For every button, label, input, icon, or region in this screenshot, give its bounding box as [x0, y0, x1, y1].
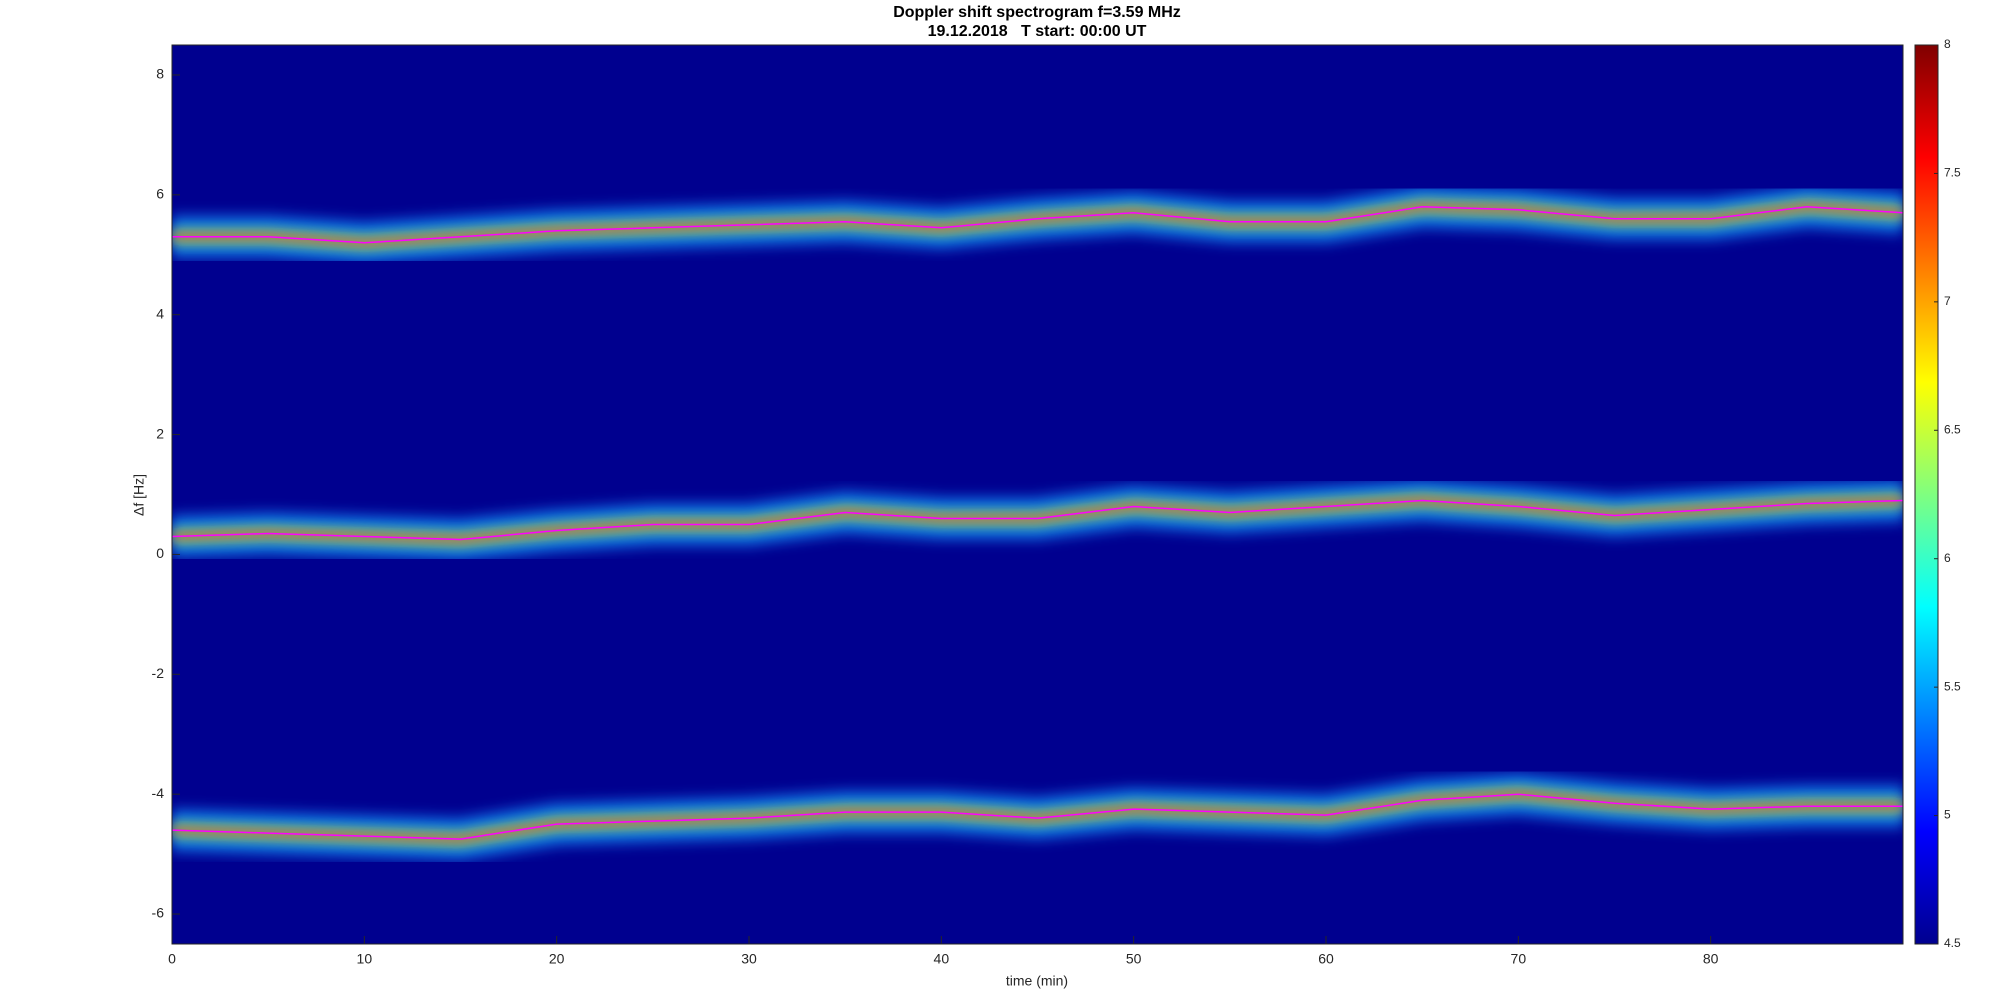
trace-line	[172, 499, 1903, 541]
x-axis-label: time (min)	[1006, 973, 1068, 989]
colorbar-tick-label: 7	[1944, 294, 1951, 308]
y-tick-label: 2	[156, 425, 164, 441]
colorbar	[1914, 44, 1939, 945]
plot-frame	[171, 44, 1904, 945]
y-tick-label: -6	[152, 905, 165, 921]
chart-title: Doppler shift spectrogram f=3.59 MHz	[893, 4, 1181, 21]
x-tick-label: 0	[168, 951, 176, 967]
y-tick-label: -4	[152, 785, 165, 801]
colorbar-tick-label: 7.5	[1944, 166, 1961, 180]
x-tick-label: 40	[934, 951, 950, 967]
y-axis-label: Δf [Hz]	[131, 474, 147, 516]
chart-subtitle: 19.12.2018 T start: 00:00 UT	[928, 23, 1147, 40]
colorbar-tick-label: 6.5	[1944, 422, 1961, 436]
colorbar-tick-label: 5	[1944, 808, 1951, 822]
colorbar-tick-label: 6	[1944, 551, 1951, 565]
colorbar-tick-label: 8	[1944, 37, 1951, 51]
colorbar-tick-label: 5.5	[1944, 679, 1961, 693]
colorbar-tick-label: 4.5	[1944, 936, 1961, 950]
x-tick-label: 70	[1511, 951, 1527, 967]
y-tick-label: 8	[156, 66, 164, 82]
trace-line	[172, 793, 1903, 840]
x-tick-label: 50	[1126, 951, 1142, 967]
y-tick-label: 6	[156, 186, 164, 202]
x-tick-label: 80	[1703, 951, 1719, 967]
y-tick-label: 4	[156, 305, 164, 321]
trace-line	[172, 206, 1903, 244]
y-tick-label: 0	[156, 545, 164, 561]
y-tick-label: -2	[152, 665, 165, 681]
x-tick-label: 60	[1318, 951, 1334, 967]
x-tick-label: 20	[549, 951, 565, 967]
x-tick-label: 10	[357, 951, 373, 967]
x-tick-label: 30	[741, 951, 757, 967]
